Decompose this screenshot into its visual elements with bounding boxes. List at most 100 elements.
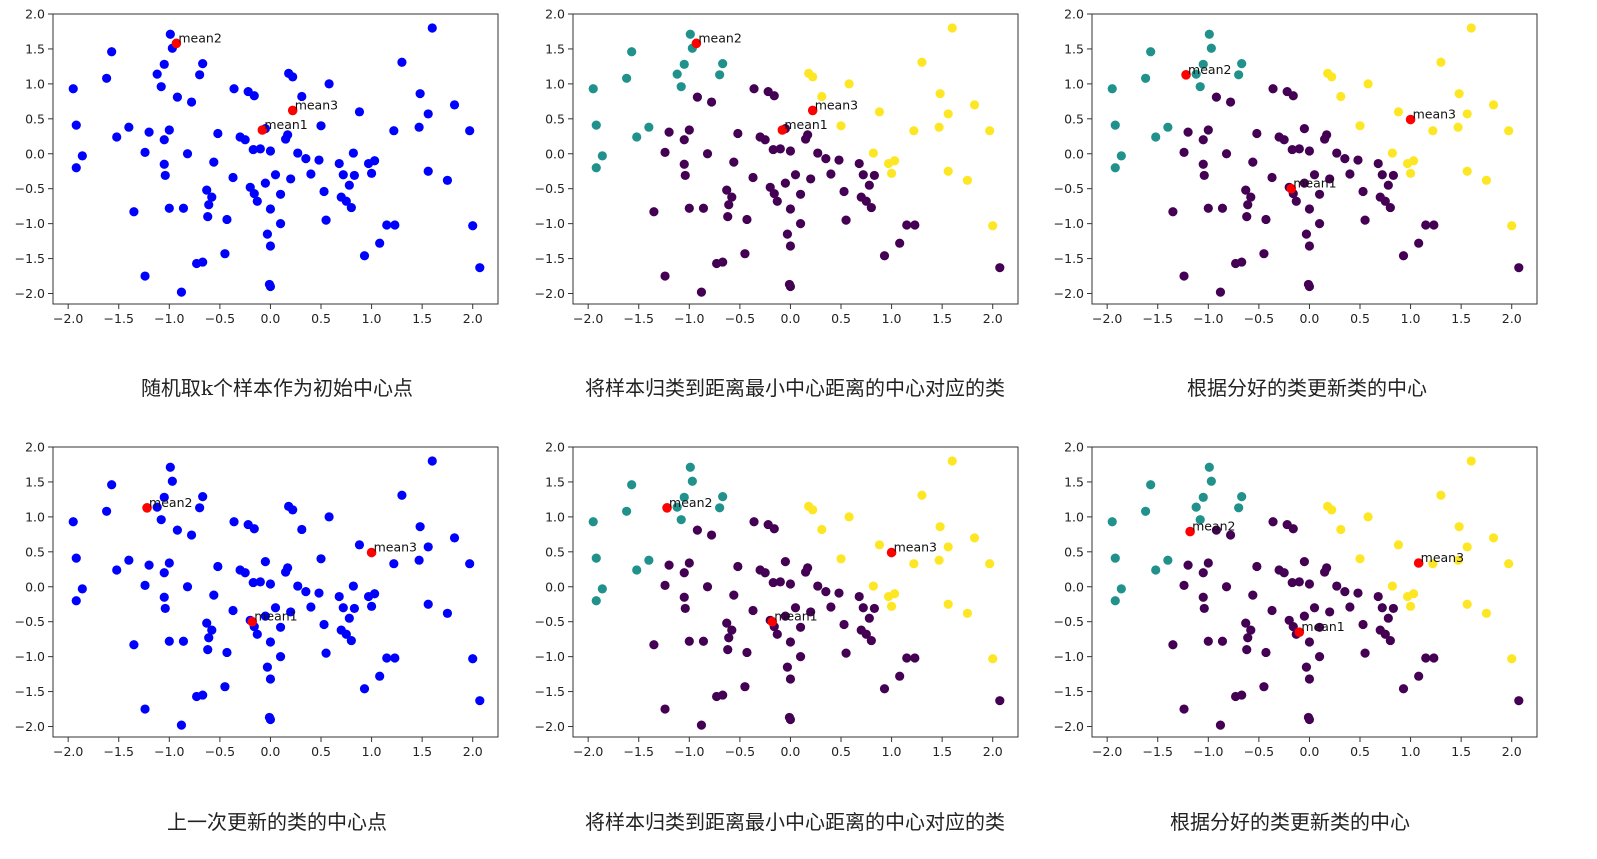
x-tick-label: −1.5 bbox=[1143, 311, 1173, 326]
data-point bbox=[874, 107, 885, 117]
data-point bbox=[198, 59, 208, 69]
data-point bbox=[1488, 100, 1499, 110]
mean-label: mean2 bbox=[1188, 62, 1231, 77]
data-point bbox=[943, 599, 953, 609]
x-tick-label: −1.5 bbox=[1143, 744, 1173, 759]
data-point bbox=[1248, 590, 1258, 600]
data-point bbox=[1110, 163, 1120, 173]
y-tick-label: −0.5 bbox=[15, 614, 45, 629]
data-point bbox=[152, 69, 162, 79]
data-point bbox=[1217, 636, 1228, 646]
data-point bbox=[676, 515, 686, 525]
data-point bbox=[1481, 175, 1492, 185]
data-point bbox=[1304, 146, 1315, 156]
data-point bbox=[1429, 653, 1439, 663]
x-tick-label: −2.0 bbox=[573, 744, 603, 759]
data-point bbox=[423, 599, 433, 609]
data-point bbox=[1507, 654, 1517, 664]
data-point bbox=[262, 662, 273, 672]
data-point bbox=[718, 690, 728, 700]
data-point bbox=[1221, 582, 1232, 592]
data-point bbox=[286, 607, 296, 617]
data-point bbox=[252, 196, 262, 206]
data-point bbox=[1198, 159, 1208, 169]
data-point bbox=[1168, 640, 1178, 650]
data-point bbox=[182, 582, 193, 592]
y-tick-label: −1.0 bbox=[535, 216, 565, 231]
data-point bbox=[588, 84, 598, 94]
data-point bbox=[346, 202, 356, 213]
data-point bbox=[1405, 601, 1416, 611]
x-tick-label: 0.0 bbox=[260, 311, 280, 326]
mean-point bbox=[691, 38, 702, 49]
x-tick-label: 1.5 bbox=[412, 744, 432, 759]
x-tick-label: 0.5 bbox=[831, 744, 851, 759]
data-point bbox=[742, 214, 752, 225]
x-tick-label: 1.0 bbox=[882, 311, 902, 326]
data-point bbox=[727, 625, 737, 635]
x-tick-label: 1.5 bbox=[932, 744, 952, 759]
data-point bbox=[1466, 23, 1476, 33]
data-point bbox=[324, 512, 334, 522]
data-point bbox=[178, 203, 189, 213]
data-point bbox=[427, 23, 437, 33]
data-point bbox=[1146, 480, 1156, 490]
x-tick-label: 1.0 bbox=[362, 311, 382, 326]
data-point bbox=[1380, 629, 1390, 639]
x-tick-label: 2.0 bbox=[1502, 311, 1522, 326]
data-point bbox=[1203, 558, 1213, 568]
data-point bbox=[795, 219, 806, 229]
data-point bbox=[1163, 555, 1173, 565]
data-point bbox=[1225, 530, 1236, 540]
data-point bbox=[341, 196, 351, 206]
data-point bbox=[1225, 97, 1236, 107]
data-point bbox=[715, 503, 725, 513]
data-point bbox=[943, 166, 953, 176]
data-point bbox=[806, 174, 816, 184]
x-tick-label: −1.5 bbox=[624, 311, 654, 326]
data-point bbox=[375, 671, 385, 681]
data-point bbox=[844, 79, 854, 89]
data-point bbox=[1195, 515, 1205, 525]
scatter-panel-5: −2.0 −1.5 −1.0 −0.5 0.0 0.5 1.0 1.5 2.0 2.0 1.5 1.0… bbox=[535, 440, 1019, 759]
data-point bbox=[314, 155, 324, 165]
y-tick-label: −0.5 bbox=[15, 181, 45, 196]
data-point bbox=[1203, 203, 1213, 213]
data-point bbox=[338, 170, 348, 180]
data-point bbox=[591, 163, 601, 173]
data-point bbox=[969, 100, 980, 110]
data-point bbox=[207, 192, 217, 202]
data-point bbox=[240, 135, 250, 145]
mean-point bbox=[257, 125, 268, 135]
data-point bbox=[1398, 684, 1409, 694]
y-tick-label: 0.5 bbox=[25, 544, 45, 559]
data-point bbox=[186, 530, 197, 540]
data-point bbox=[644, 555, 654, 565]
y-tick-label: 1.5 bbox=[545, 474, 565, 489]
mean-label: mean3 bbox=[1413, 107, 1456, 122]
data-point bbox=[213, 128, 223, 139]
data-point bbox=[834, 588, 844, 598]
data-point bbox=[1199, 170, 1209, 181]
data-point bbox=[265, 204, 276, 214]
data-point bbox=[1179, 704, 1189, 714]
data-point bbox=[1304, 714, 1315, 725]
data-point bbox=[858, 170, 868, 180]
data-point bbox=[627, 480, 637, 490]
data-point bbox=[864, 613, 874, 623]
data-point bbox=[319, 186, 329, 197]
data-point bbox=[895, 238, 905, 248]
data-point bbox=[159, 492, 169, 502]
data-point bbox=[676, 82, 686, 92]
data-point bbox=[706, 97, 717, 107]
data-point bbox=[780, 557, 790, 567]
data-point bbox=[382, 220, 392, 230]
x-tick-label: 0.5 bbox=[311, 311, 331, 326]
y-tick-label: −1.0 bbox=[1054, 216, 1084, 231]
mean-label: mean3 bbox=[1421, 550, 1464, 565]
data-point bbox=[1462, 599, 1472, 609]
data-point bbox=[1215, 287, 1226, 297]
data-point bbox=[1453, 122, 1463, 132]
data-point bbox=[1243, 200, 1253, 210]
data-point bbox=[198, 492, 208, 502]
